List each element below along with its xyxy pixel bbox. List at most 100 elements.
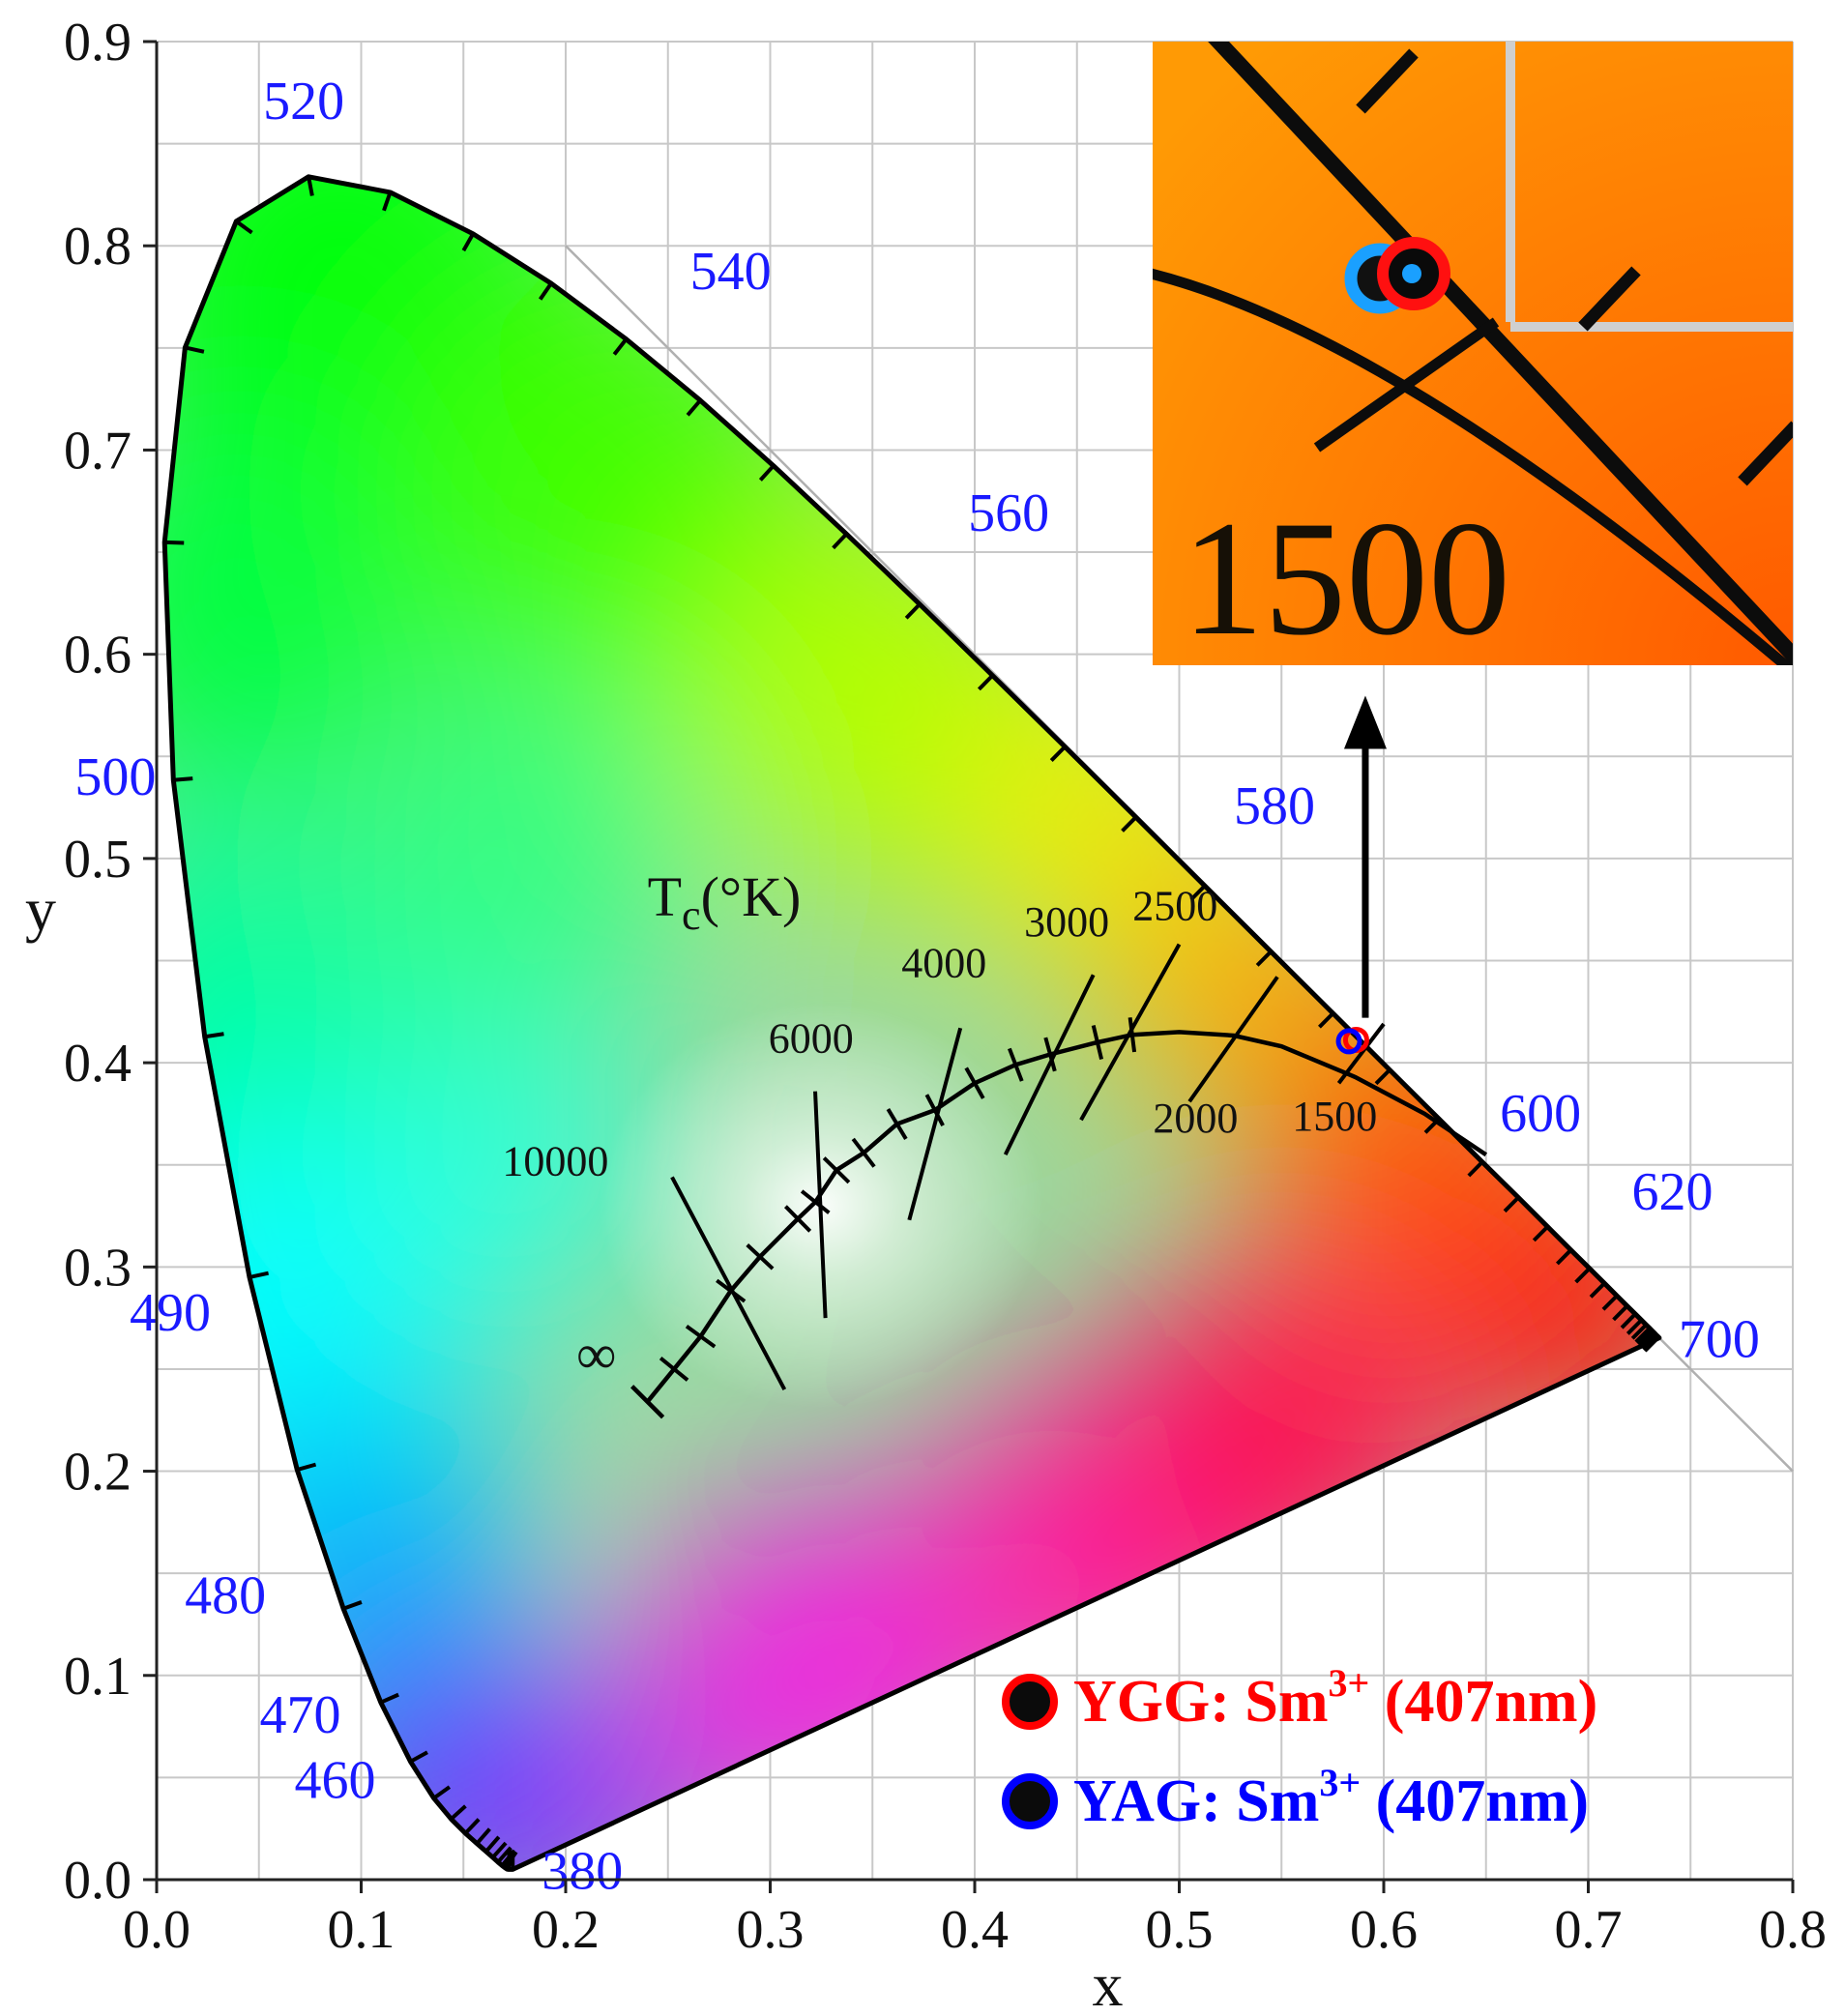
- locus-tick: [382, 191, 393, 212]
- color-blob: [409, 1682, 681, 1870]
- isotherm-2000: [1187, 976, 1279, 1103]
- wavelength-label-540: 540: [690, 242, 772, 302]
- y-tick-label: 0.8: [64, 217, 132, 277]
- y-tick-label: 0.9: [64, 13, 132, 73]
- x-tick-label: 0.0: [123, 1900, 190, 1960]
- x-tick-label: 0.4: [941, 1900, 1009, 1960]
- locus-tick: [1636, 1329, 1654, 1346]
- isotherm-10000: [670, 1176, 787, 1391]
- locus-tick: [1612, 1304, 1629, 1322]
- locus-tick: [307, 176, 314, 196]
- locus-tick: [342, 1600, 363, 1611]
- legend-label-0: YGG: Sm3+ (407nm): [1073, 1661, 1597, 1735]
- wavelength-label-520: 520: [263, 72, 344, 131]
- locus-tick: [1574, 1267, 1592, 1284]
- locus-tick: [612, 337, 629, 356]
- x-axis-title: x: [1092, 1950, 1123, 2016]
- locus-tick: [500, 1849, 516, 1867]
- planck-tick: [886, 1108, 908, 1140]
- isotherm-6000: [813, 1091, 828, 1319]
- locus-tick: [164, 540, 185, 545]
- locus-tick: [1503, 1196, 1520, 1213]
- planck-end-cap: [630, 1385, 665, 1419]
- y-tick-label: 0.6: [64, 626, 132, 686]
- isotherm-label-10000: 10000: [502, 1137, 608, 1184]
- planck-tick: [851, 1137, 876, 1168]
- planck-tick: [1043, 1037, 1057, 1072]
- planck-tick: [1008, 1047, 1024, 1082]
- inset-planck-curve: [1153, 268, 1793, 665]
- planckian-locus: ∞ 10000 6000 4000 3000 2500 2000 1500 Tc(°K): [502, 865, 1488, 1419]
- locus-tick: [296, 1462, 317, 1473]
- inset-locus-tick: [1578, 266, 1641, 332]
- x-tick-label: 0.7: [1555, 1900, 1623, 1960]
- planck-tick: [746, 1243, 775, 1271]
- locus-tick: [1318, 1011, 1334, 1029]
- locus-tick: [484, 1835, 501, 1854]
- locus-tick: [475, 1827, 491, 1845]
- planckian-locus-curve: [645, 1030, 1488, 1404]
- locus-tick: [1634, 1327, 1652, 1344]
- inset-locus-line: [1208, 42, 1793, 665]
- tc-axis-label: Tc(°K): [648, 865, 802, 939]
- locus-tick: [491, 1841, 508, 1859]
- planck-tick: [1128, 1017, 1137, 1053]
- locus-tick: [1589, 1281, 1606, 1299]
- locus-tick: [1189, 884, 1207, 901]
- isotherm-4000: [907, 1027, 963, 1221]
- locus-tick: [758, 464, 776, 482]
- wavelength-label-700: 700: [1679, 1310, 1760, 1370]
- y-tick-label: 0.0: [64, 1851, 132, 1911]
- locus-tick: [184, 345, 205, 354]
- inset-locus-tick: [1356, 48, 1419, 114]
- x-tick-label: 0.2: [532, 1900, 600, 1960]
- axes: 0.0 0.1 0.2 0.3 0.4 0.5 0.6 0.7 0.8 0.0 0.1 0.2 0.3 0…: [25, 13, 1827, 2016]
- locus-tick: [1601, 1294, 1619, 1311]
- y-tick-label: 0.3: [64, 1238, 132, 1298]
- isotherm-2500: [1079, 943, 1182, 1122]
- x-tick-label: 0.3: [737, 1900, 805, 1960]
- locus-tick: [1374, 1068, 1391, 1086]
- locus-tick: [249, 1271, 269, 1279]
- locus-tick: [173, 776, 193, 782]
- locus-tick: [1532, 1225, 1549, 1242]
- inset-label-1500: 1500: [1182, 487, 1510, 669]
- data-points: [1335, 695, 1387, 1055]
- locus-tick: [461, 232, 475, 252]
- y-tick-label: 0.4: [64, 1034, 132, 1094]
- legend-marker-0: [1002, 1674, 1058, 1730]
- x-tick-label: 0.8: [1759, 1900, 1827, 1960]
- color-blob: [164, 420, 432, 807]
- planck-tick: [783, 1205, 812, 1233]
- planck-tick: [964, 1066, 985, 1099]
- isotherm-label-4000: 4000: [901, 939, 986, 986]
- locus-tick: [1638, 1330, 1655, 1348]
- locus-tick: [1467, 1160, 1484, 1178]
- locus-tick: [904, 602, 922, 620]
- locus-tick: [380, 1692, 399, 1705]
- locus-tick: [1630, 1323, 1648, 1340]
- locus-tick: [409, 1750, 428, 1764]
- locus-tick: [235, 219, 253, 235]
- legend: YGG: Sm3+ (407nm) YAG: Sm3+ (407nm): [1002, 1661, 1597, 1834]
- inset-point-core: [1402, 264, 1421, 283]
- locus-tick: [1255, 950, 1273, 967]
- y-tick-label: 0.1: [64, 1647, 132, 1707]
- isotherm-label-6000: 6000: [769, 1015, 854, 1063]
- locus-tick: [1049, 745, 1067, 762]
- data-point-yag: [1335, 1028, 1362, 1055]
- zoom-arrow-head: [1343, 695, 1387, 749]
- x-tick-label: 0.1: [328, 1900, 395, 1960]
- wavelength-label-460: 460: [295, 1750, 376, 1810]
- y-axis-title: y: [25, 875, 56, 944]
- planck-tick: [822, 1156, 851, 1184]
- legend-label-1: YAG: Sm3+ (407nm): [1073, 1761, 1589, 1834]
- wavelength-label-560: 560: [968, 483, 1049, 543]
- wavelength-label-620: 620: [1632, 1162, 1713, 1222]
- wavelength-label-380: 380: [542, 1841, 623, 1901]
- locus-tick: [204, 1032, 224, 1039]
- wavelength-label-500: 500: [74, 747, 156, 807]
- locus-tick: [832, 532, 848, 550]
- wavelength-label-490: 490: [130, 1283, 211, 1343]
